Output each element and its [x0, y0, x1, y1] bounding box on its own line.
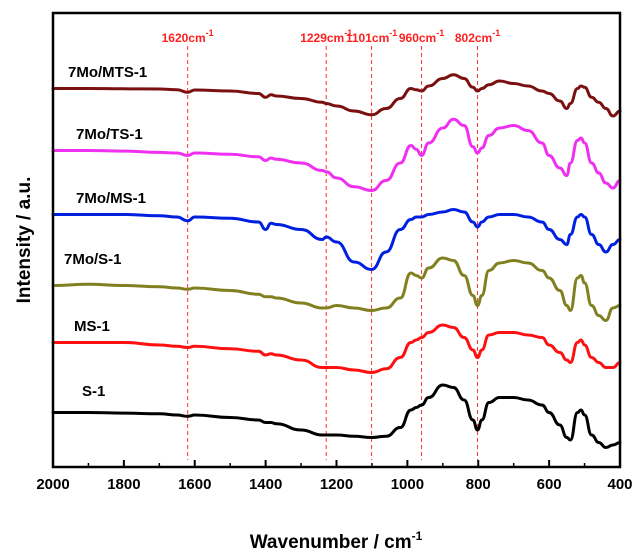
series-line-s-1 — [51, 383, 622, 449]
reference-label-text: 1101cm — [346, 31, 389, 45]
x-axis-title-superscript: -1 — [412, 529, 423, 543]
series-label-ms-1: MS-1 — [74, 318, 110, 335]
series-line-ms-1 — [51, 323, 622, 374]
series-line-7mo-ts-1 — [51, 117, 622, 192]
series-label-7mo-ts-1: 7Mo/TS-1 — [76, 126, 143, 143]
y-axis-title: Intensity / a.u. — [14, 177, 35, 304]
series-label-s-1: S-1 — [82, 383, 105, 400]
series-line-7mo-mts-1 — [51, 73, 622, 118]
x-tick-label: 1000 — [391, 476, 424, 493]
series-label-7mo-mts-1: 7Mo/MTS-1 — [68, 64, 147, 81]
x-axis-ticks: 2000 1800 1600 1400 1200 1000 800 600 400 — [36, 460, 633, 493]
x-tick-label: 1600 — [178, 476, 211, 493]
x-axis-title-text: Wavenumber / cm — [250, 532, 412, 553]
x-tick-label: 400 — [607, 476, 632, 493]
reference-label-text: 802cm — [455, 31, 492, 45]
series-label-7mo-s-1: 7Mo/S-1 — [64, 251, 122, 268]
reference-label-960: 960cm-1 — [399, 28, 444, 45]
reference-label-text: 960cm — [399, 31, 436, 45]
reference-label-text: 1620cm — [162, 31, 206, 45]
reference-label-superscript: -1 — [344, 28, 352, 38]
reference-label-1620: 1620cm-1 — [162, 28, 214, 45]
series-lines — [51, 73, 622, 449]
x-tick-label: 800 — [466, 476, 491, 493]
series-labels: 7Mo/MTS-1 7Mo/TS-1 7Mo/MS-1 7Mo/S-1 MS-1 S-1 — [64, 64, 147, 400]
x-tick-label: 2000 — [36, 476, 69, 493]
x-tick-label: 1200 — [320, 476, 353, 493]
x-tick-label: 1800 — [107, 476, 140, 493]
plot-frame — [51, 11, 622, 469]
x-axis-title: Wavenumber / cm-1 — [250, 529, 423, 553]
series-line-7mo-s-1 — [51, 256, 622, 322]
series-line-7mo-ms-1 — [51, 208, 622, 271]
reference-label-1101: 1101cm-1 — [346, 28, 397, 45]
x-tick-label: 1400 — [249, 476, 282, 493]
reference-label-superscript: -1 — [389, 28, 397, 38]
reference-label-superscript: -1 — [206, 28, 214, 38]
x-tick-label: 600 — [537, 476, 562, 493]
reference-label-superscript: -1 — [492, 28, 500, 38]
reference-label-1229: 1229cm-1 — [300, 28, 352, 45]
reference-label-802: 802cm-1 — [455, 28, 500, 45]
reference-label-superscript: -1 — [436, 28, 444, 38]
reference-label-text: 1229cm — [300, 31, 344, 45]
series-label-7mo-ms-1: 7Mo/MS-1 — [76, 190, 146, 207]
